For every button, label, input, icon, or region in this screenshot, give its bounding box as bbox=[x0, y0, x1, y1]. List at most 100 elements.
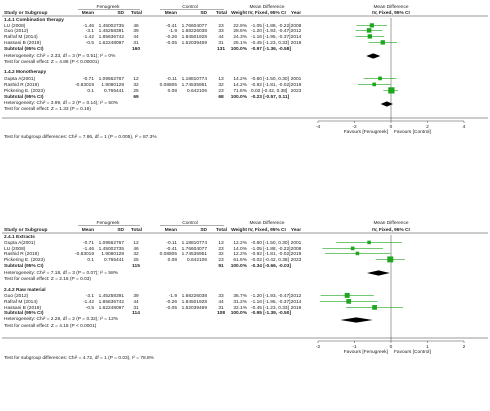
n2-cell: 32 bbox=[218, 82, 224, 88]
study-name: LU (2008) bbox=[4, 23, 26, 29]
year-cell: 2014 bbox=[291, 34, 302, 40]
subtotal-diamond bbox=[340, 317, 373, 323]
sd2-cell: 1.84501928 bbox=[182, 34, 208, 40]
study-marker bbox=[388, 87, 395, 94]
sd1-cell: 0.765441 bbox=[104, 257, 124, 263]
study-name: Rashid R (2019) bbox=[4, 251, 39, 257]
ci-cell: 0.02 [-0.42, 0.38] bbox=[251, 88, 287, 94]
ci-cell: -1.05 [-1.88, -0.22] bbox=[251, 23, 290, 29]
sd1-cell: 1.9080128 bbox=[101, 251, 124, 257]
subtotal-diamond bbox=[366, 53, 381, 59]
sd1-cell: 0.765441 bbox=[104, 88, 124, 94]
study-name: Pickering E. (2023) bbox=[4, 257, 45, 263]
study-name: Rashid R (2019) bbox=[4, 82, 39, 88]
mean1-cell: -1.46 bbox=[83, 246, 94, 252]
subgroup-differences-test: Test for subgroup differences: Chi² = 4.… bbox=[4, 355, 155, 361]
study-marker bbox=[350, 246, 355, 251]
n2-cell: 23 bbox=[218, 257, 224, 263]
subtotal-weight: 100.0% bbox=[231, 46, 248, 52]
weight-cell: 32.1% bbox=[233, 305, 247, 311]
favours-right-label: Favours [Control] bbox=[394, 349, 431, 355]
mean1-col-header: Mean bbox=[82, 10, 94, 16]
heterogeneity-text: Heterogeneity: Chi² = 3.99, df = 2 (P = … bbox=[4, 100, 119, 106]
n2-cell: 44 bbox=[218, 299, 224, 305]
mean2-cell: -0.11 bbox=[166, 76, 177, 82]
weight-col-header: Weight bbox=[231, 227, 247, 233]
weight-cell: 12.2% bbox=[233, 251, 247, 257]
favours-right-label: Favours [Control] bbox=[394, 129, 431, 135]
n2-cell: 23 bbox=[218, 88, 224, 94]
n2-cell: 31 bbox=[218, 305, 224, 311]
study-marker bbox=[380, 40, 385, 45]
mean2-cell: 0.08805 bbox=[160, 251, 178, 257]
subgroup-title: 2.4.1 Extracts bbox=[4, 234, 35, 240]
study-name: Guo (2012) bbox=[4, 28, 29, 34]
year-cell: 2019 bbox=[291, 251, 302, 257]
favours-left-label: Favours [Fenugreek] bbox=[344, 349, 388, 355]
sd1-col-header: SD bbox=[117, 10, 124, 16]
weight-col-header: Weight bbox=[231, 10, 247, 16]
n1-cell: 44 bbox=[133, 34, 139, 40]
ci-cell: -0.92 [-1.81, -0.02] bbox=[251, 251, 290, 257]
sd2-cell: 1.18810774 bbox=[182, 76, 208, 82]
n1-cell: 32 bbox=[133, 251, 139, 257]
mean1-cell: -1.46 bbox=[83, 23, 94, 29]
n1-cell: 12 bbox=[133, 76, 139, 82]
md-header: Mean Difference bbox=[249, 220, 284, 226]
study-name: Hassani B (2019) bbox=[4, 40, 41, 46]
ci-cell: -1.05 [-1.88, -0.22] bbox=[251, 246, 290, 252]
mean2-cell: -1.9 bbox=[169, 28, 178, 34]
subtotal-ci: -0.34 [-0.66, -0.03] bbox=[251, 263, 291, 269]
n2-cell: 33 bbox=[218, 28, 224, 34]
study-name: Pickering E. (2023) bbox=[4, 88, 45, 94]
sd1-cell: 1.62248097 bbox=[99, 40, 125, 46]
mean2-cell: -0.41 bbox=[166, 246, 177, 252]
mean2-cell: -0.26 bbox=[166, 34, 177, 40]
total2-col-header: Total bbox=[216, 10, 227, 16]
study-marker bbox=[387, 256, 394, 263]
ci-cell: -0.45 [-1.23, 0.33] bbox=[251, 305, 289, 311]
n1-cell: 32 bbox=[133, 82, 139, 88]
weight-cell: 14.2% bbox=[233, 76, 247, 82]
year-cell: 2023 bbox=[291, 257, 302, 263]
subtotal-n1: 69 bbox=[133, 94, 139, 100]
sd1-col-header: SD bbox=[117, 227, 124, 233]
n1-cell: 25 bbox=[133, 257, 139, 263]
sd2-cell: 1.68226038 bbox=[182, 293, 208, 299]
x-tick-label: 0 bbox=[390, 344, 393, 350]
sd2-cell: 1.74535951 bbox=[182, 251, 208, 257]
sd1-cell: 1.9080128 bbox=[101, 82, 124, 88]
subgroup-differences-test: Test for subgroup differences: Chi² = 7.… bbox=[4, 134, 157, 140]
subtotal-weight: 100.0% bbox=[231, 94, 248, 100]
group2-header: Control bbox=[182, 4, 197, 10]
subtotal-label: Subtotal (95% CI) bbox=[4, 310, 44, 316]
mean1-cell: -1.42 bbox=[83, 299, 94, 305]
mean1-cell: -0.83019 bbox=[75, 82, 94, 88]
study-name: Rafraf M (2014) bbox=[4, 34, 38, 40]
subtotal-n2: 91 bbox=[218, 263, 224, 269]
year-cell: 2008 bbox=[291, 23, 302, 29]
mean2-cell: 0.08 bbox=[168, 88, 178, 94]
mean2-cell: -0.11 bbox=[166, 240, 177, 246]
subtotal-n1: 115 bbox=[132, 263, 140, 269]
year-cell: 2008 bbox=[291, 246, 302, 252]
year-cell: 2019 bbox=[291, 82, 302, 88]
total1-col-header: Total bbox=[131, 227, 142, 233]
sd1-cell: 1.09562767 bbox=[99, 76, 125, 82]
study-marker bbox=[344, 292, 350, 298]
mean1-cell: -0.71 bbox=[83, 76, 94, 82]
mean2-col-header: Mean bbox=[165, 227, 177, 233]
year-col-header: Year bbox=[291, 10, 301, 16]
mean1-cell: -0.5 bbox=[86, 305, 95, 311]
n2-cell: 23 bbox=[218, 246, 224, 252]
weight-cell: 12.2% bbox=[233, 240, 247, 246]
group2-header: Control bbox=[182, 220, 197, 226]
weight-cell: 36.7% bbox=[233, 293, 247, 299]
weight-cell: 22.9% bbox=[233, 23, 247, 29]
x-tick-label: 4 bbox=[463, 124, 466, 130]
weight-cell: 25.1% bbox=[233, 40, 247, 46]
n1-cell: 25 bbox=[133, 88, 139, 94]
n1-cell: 44 bbox=[133, 299, 139, 305]
study-marker bbox=[372, 305, 377, 310]
